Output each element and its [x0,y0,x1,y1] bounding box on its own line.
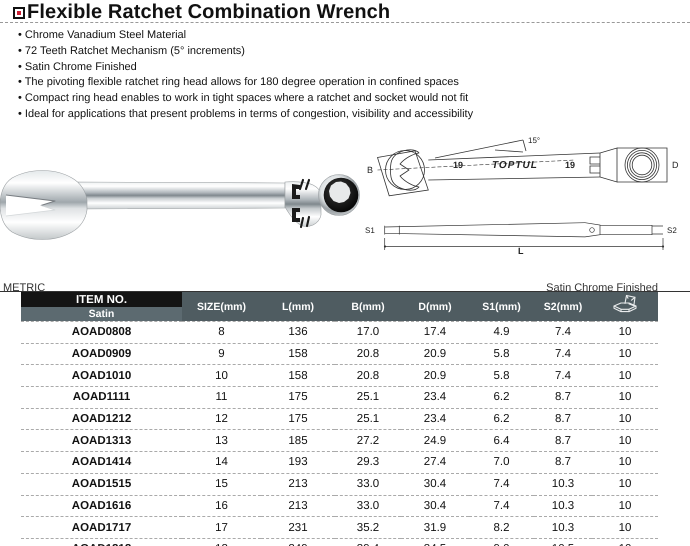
svg-text:S2: S2 [667,226,677,235]
svg-text:19: 19 [453,160,463,170]
svg-text:D: D [672,160,679,170]
svg-text:15°: 15° [528,136,540,145]
svg-text:TOPTUL: TOPTUL [492,160,538,171]
svg-text:B: B [367,165,373,175]
svg-text:19: 19 [565,160,575,170]
svg-text:L: L [518,246,524,256]
svg-text:S1: S1 [365,226,375,235]
